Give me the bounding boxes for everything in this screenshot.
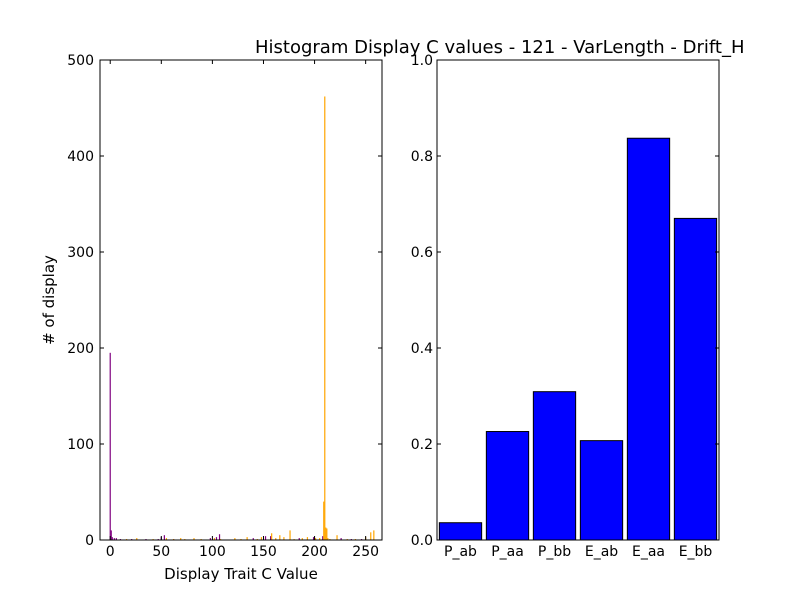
proportion-bar [626,137,671,541]
proportion-axes-frame [436,59,720,541]
histogram-ticks: 0 50 100 150 200 250 0 100 200 300 400 500 [67,53,382,560]
histogram-x-tick-label: 100 [199,544,226,560]
histogram-bar [340,538,342,540]
histogram-bar [275,538,277,540]
histogram-bar [165,538,168,540]
proportion-category-label: E_ab [585,544,618,560]
histogram-bar [326,528,328,540]
histogram-bar [260,537,263,540]
histogram-bar [213,538,216,540]
histogram-bar [193,538,195,540]
proportion-category-label: E_bb [679,544,713,560]
proportion-bar [532,391,577,541]
histogram-x-tick-label: 250 [352,544,379,560]
histogram-y-axis-label: # of display [40,255,58,345]
proportion-y-tick-label: 0.6 [411,245,433,261]
histogram-bar [218,534,221,540]
histogram-bar [324,96,326,540]
histogram-bar [136,538,138,540]
histogram-bar [264,536,267,540]
histogram-bar [234,538,236,540]
proportion-y-tick-label: 0.4 [411,341,433,357]
histogram-bar [215,537,218,540]
histogram-bar [113,538,115,540]
histogram-bar [370,532,372,540]
histogram-x-axis-label: Display Trait C Value [164,565,318,583]
proportion-bar [485,431,530,541]
histogram-axes-frame [99,59,383,541]
figure-title: Histogram Display C values - 121 - VarLe… [255,37,744,58]
histogram-bar [306,537,309,540]
histogram-y-tick-label: 100 [67,437,94,453]
histogram-bar [163,535,165,540]
histogram-panel: 0 50 100 150 200 250 0 100 200 300 400 500 Display … [40,53,383,583]
proportion-category-label: P_bb [538,544,571,560]
proportion-ticks: P_ab P_aa P_bb E_ab E_aa E_bb 0.0 0.2 0.4 0.6 0.8 1… [411,53,719,560]
histogram-bar [252,538,254,540]
histogram-bar [279,535,281,540]
histogram-y-tick-label: 0 [85,533,94,549]
histogram-y-tick-label: 500 [67,53,94,69]
histogram-y-tick-label: 400 [67,149,94,165]
histogram-bar [111,537,113,540]
histogram-bar [373,530,375,540]
histogram-bar [246,537,248,540]
proportion-y-tick-label: 0.0 [411,533,433,549]
histogram-bar [323,501,325,540]
histogram-bar [319,538,321,540]
histogram-bar [325,527,327,540]
histogram-bar [283,537,285,540]
proportion-y-tick-label: 0.2 [411,437,433,453]
histogram-bar [301,538,303,540]
histogram-x-tick-label: 200 [301,544,328,560]
histogram-x-tick-label: 150 [250,544,277,560]
histogram-bar [336,535,338,540]
histogram-bar [312,537,315,540]
histogram-bar [327,538,329,540]
histogram-x-tick-label: 0 [106,544,115,560]
histogram-bar [109,352,111,540]
histogram-x-tick-label: 50 [152,544,170,560]
histogram-bar [289,530,291,540]
histogram-bar [298,538,300,540]
proportion-panel: P_ab P_aa P_bb E_ab E_aa E_bb 0.0 0.2 0.4 0.6 0.8 1… [411,53,720,560]
proportion-y-tick-label: 0.8 [411,149,433,165]
histogram-bar [110,530,112,540]
histogram-bar [209,538,211,540]
proportion-bar [579,440,624,541]
proportion-bars [438,137,718,541]
histogram-y-tick-label: 300 [67,245,94,261]
proportion-category-label: P_ab [444,544,477,560]
proportion-bar [673,217,718,541]
proportion-category-label: E_aa [632,544,665,560]
histogram-bar [270,536,272,540]
histogram-bar [271,533,273,540]
histogram-bar [322,536,324,540]
histogram-bar [180,538,182,540]
proportion-bar [438,522,483,541]
histogram-y-tick-label: 200 [67,341,94,357]
histogram-bar [314,538,317,540]
proportion-category-label: P_aa [491,544,524,560]
histogram-bar [115,538,117,540]
proportion-y-tick-label: 1.0 [411,53,433,69]
